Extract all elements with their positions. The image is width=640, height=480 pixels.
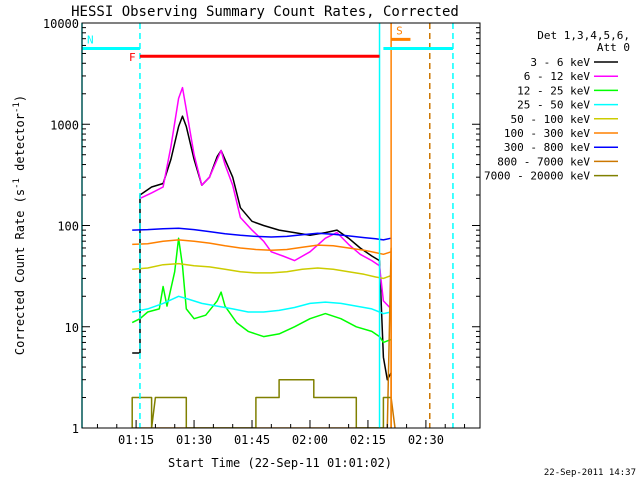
series-7000-20000-kev xyxy=(131,378,392,428)
x-tick-label-1: 01:30 xyxy=(176,433,212,447)
y-axis-label-sup-1: -1 xyxy=(12,178,22,189)
series-6-12-kev xyxy=(139,86,392,310)
flag-label-n: N xyxy=(87,33,94,46)
legend-label-7000-20000-kev: 7000 - 20000 keV xyxy=(484,170,590,183)
series-100-300-kev xyxy=(132,239,392,256)
legend-label-25-50-kev: 25 - 50 keV xyxy=(517,99,590,112)
legend-label-3-6-kev: 3 - 6 keV xyxy=(530,56,590,69)
flag-label-s: S xyxy=(396,24,403,37)
footer-timestamp: 22-Sep-2011 14:37 xyxy=(544,468,636,478)
series-50-100-kev xyxy=(132,262,392,280)
y-tick-label-0: 1 xyxy=(72,422,79,436)
y-axis-label-main: Corrected Count Rate (s xyxy=(13,189,27,355)
flag-label-f: F xyxy=(129,51,136,64)
series-25-50-kev xyxy=(132,295,392,315)
legend-label-6-12-kev: 6 - 12 keV xyxy=(524,70,591,83)
x-axis-label: Start Time (22-Sep-11 01:01:02) xyxy=(168,456,392,470)
legend-label-12-25-kev: 12 - 25 keV xyxy=(517,84,590,97)
chart-title: HESSI Observing Summary Count Rates, Cor… xyxy=(71,4,459,20)
series-3-6-kev xyxy=(132,115,392,381)
legend-header-2: Att 0 xyxy=(597,41,630,54)
legend-label-100-300-kev: 100 - 300 keV xyxy=(504,127,590,140)
x-tick-label-2: 01:45 xyxy=(234,433,270,447)
y-axis-label: Corrected Count Rate (s-1 detector-1) xyxy=(12,95,27,355)
legend-label-50-100-kev: 50 - 100 keV xyxy=(511,113,591,126)
x-tick-label-3: 02:00 xyxy=(292,433,328,447)
axes-layer: 01:15 01:30 01:45 02:00 02:15 02:30 1 10 100 1000… xyxy=(43,17,480,447)
x-tick-label-4: 02:15 xyxy=(350,433,386,447)
y-tick-label-1: 10 xyxy=(65,321,79,335)
y-axis-label-end: ) xyxy=(13,95,27,102)
x-tick-label-0: 01:15 xyxy=(118,433,154,447)
y-tick-label-4: 10000 xyxy=(43,17,79,31)
y-tick-label-3: 1000 xyxy=(50,118,79,132)
legend-label-300-800-kev: 300 - 800 keV xyxy=(504,141,590,154)
legend-header-1: Det 1,3,4,5,6, xyxy=(537,29,630,42)
series-300-800-kev xyxy=(132,227,392,241)
legend-label-800-7000-kev: 800 - 7000 keV xyxy=(497,155,590,168)
y-axis-label-mid: detector xyxy=(13,113,27,178)
y-axis-label-sup-2: -1 xyxy=(12,102,22,113)
series-12-25-kev xyxy=(131,237,392,344)
x-tick-label-5: 02:30 xyxy=(408,433,444,447)
y-tick-label-2: 100 xyxy=(57,220,79,234)
